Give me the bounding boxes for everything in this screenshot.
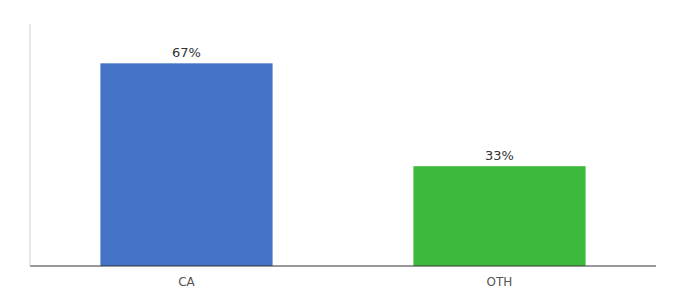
data-label: 33% bbox=[485, 148, 514, 163]
data-label: 67% bbox=[172, 45, 201, 60]
chart: 67% 33% CA OTH bbox=[0, 0, 680, 300]
x-axis-line bbox=[30, 266, 656, 267]
bar bbox=[413, 166, 585, 266]
x-axis: CA OTH bbox=[30, 266, 656, 289]
chart-container: 67% 33% CA OTH bbox=[0, 0, 680, 300]
data-labels: 67% 33% bbox=[172, 45, 514, 163]
x-tick-label: CA bbox=[178, 275, 195, 289]
x-tick-label: OTH bbox=[487, 275, 513, 289]
y-axis-line bbox=[30, 24, 31, 266]
bars bbox=[100, 63, 585, 266]
bar bbox=[100, 63, 272, 266]
